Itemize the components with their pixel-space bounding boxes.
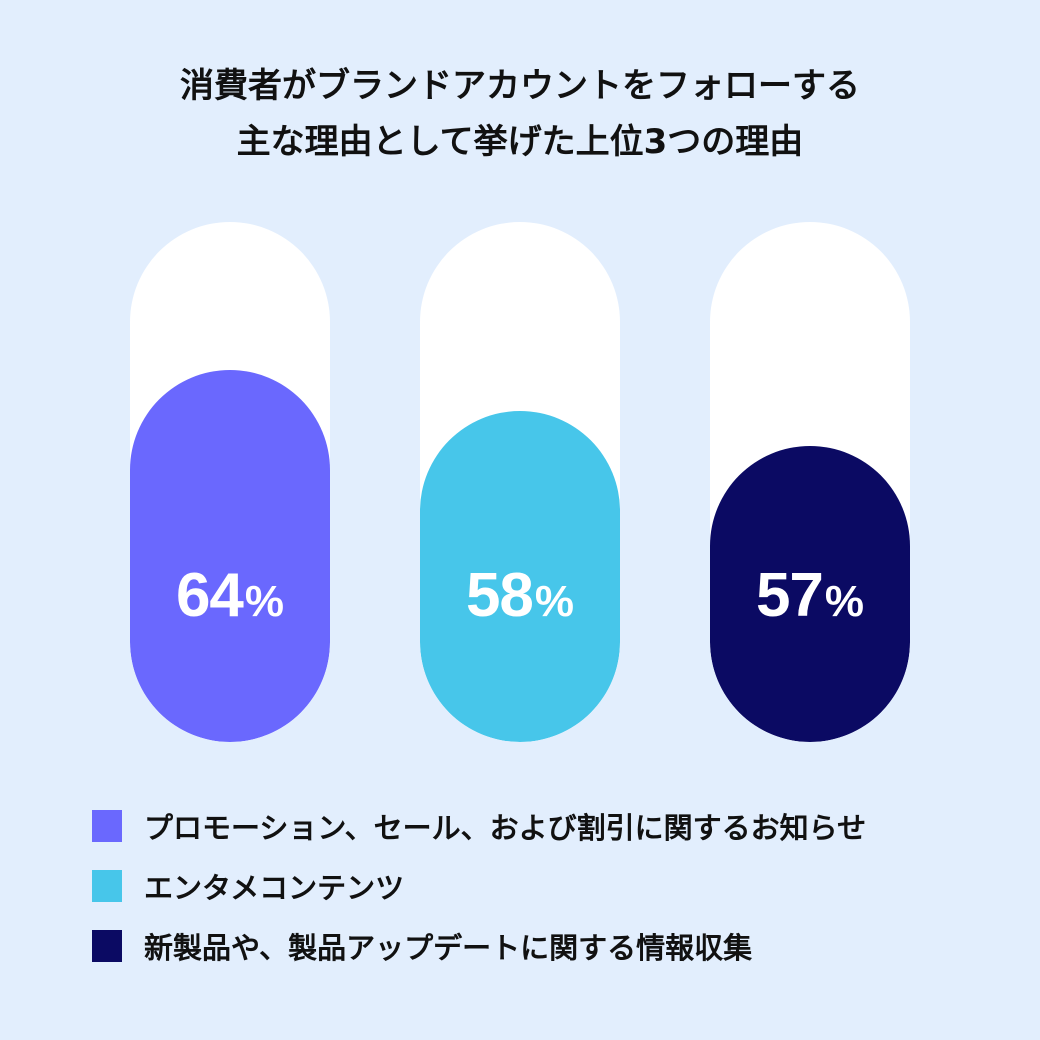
percent-sign: % [534,577,575,626]
legend-item-promotions: プロモーション、セール、および割引に関するお知らせ [92,806,866,846]
legend-label-entertainment: エンタメコンテンツ [144,871,405,905]
bar-value-label-product-updates: 57% [710,560,910,631]
legend-label-product-updates: 新製品や、製品アップデートに関する情報収集 [144,931,753,965]
chart-title: 消費者がブランドアカウントをフォローする 主な理由として挙げた上位3つの理由 [0,58,1040,170]
legend-swatch-entertainment [92,870,122,902]
chart-title-line-2: 主な理由として挙げた上位3つの理由 [236,122,804,162]
legend: プロモーション、セール、および割引に関するお知らせ エンタメコンテンツ 新製品や… [92,806,866,986]
bar-track-entertainment: 58% [420,222,620,742]
value-number: 64 [175,561,244,630]
bar-track-product-updates: 57% [710,222,910,742]
legend-swatch-product-updates [92,930,122,962]
bar-track-promotions: 64% [130,222,330,742]
value-number: 57 [755,561,824,630]
legend-item-product-updates: 新製品や、製品アップデートに関する情報収集 [92,926,866,966]
legend-label-promotions: プロモーション、セール、および割引に関するお知らせ [144,811,867,845]
legend-swatch-promotions [92,810,122,842]
value-number: 58 [465,561,534,630]
percent-sign: % [244,577,285,626]
bar-fill-promotions [130,370,330,742]
percent-sign: % [824,577,865,626]
bar-value-label-entertainment: 58% [420,560,620,631]
bar-fill-product-updates [710,446,910,742]
chart-title-line-1: 消費者がブランドアカウントをフォローする [180,66,860,106]
legend-item-entertainment: エンタメコンテンツ [92,866,866,906]
bar-fill-entertainment [420,411,620,742]
bar-value-label-promotions: 64% [130,560,330,631]
